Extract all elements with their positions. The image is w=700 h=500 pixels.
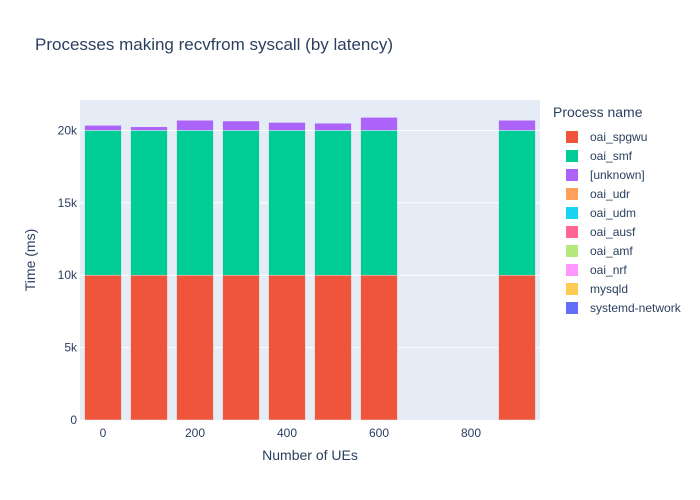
legend-item[interactable]: oai_nrf <box>553 260 681 279</box>
bars <box>84 117 536 421</box>
legend-swatch <box>566 149 578 162</box>
y-tick-label: 20k <box>58 123 78 137</box>
legend-label: oai_smf <box>590 148 633 163</box>
bar-segment[interactable] <box>222 274 260 421</box>
bar-segment[interactable] <box>360 130 398 276</box>
x-tick-label: 400 <box>277 426 297 440</box>
x-tick-label: 600 <box>369 426 389 440</box>
bar-segment[interactable] <box>84 274 122 421</box>
legend-label: oai_amf <box>590 243 633 258</box>
bar-segment[interactable] <box>84 125 122 131</box>
legend-swatch <box>566 225 578 238</box>
x-tick-label: 200 <box>185 426 205 440</box>
legend-item[interactable]: oai_amf <box>553 241 681 260</box>
chart-title: Processes making recvfrom syscall (by la… <box>35 35 394 54</box>
legend-swatch <box>566 168 578 181</box>
legend-label: [unknown] <box>590 167 645 182</box>
bar-segment[interactable] <box>498 130 536 276</box>
y-tick-label: 0 <box>70 413 77 427</box>
legend-label: oai_ausf <box>590 224 636 239</box>
legend-swatch <box>566 282 578 295</box>
bar-segment[interactable] <box>130 130 168 276</box>
y-tick-label: 5k <box>64 341 78 355</box>
legend-item[interactable]: systemd-network <box>553 298 681 317</box>
x-tick-label: 0 <box>100 426 107 440</box>
bar-segment[interactable] <box>84 130 122 276</box>
bar-segment[interactable] <box>176 130 214 276</box>
bar-segment[interactable] <box>222 130 260 276</box>
y-tick-label: 15k <box>58 196 78 210</box>
legend-swatch <box>566 244 578 257</box>
legend-item[interactable]: oai_smf <box>553 146 681 165</box>
legend-label: oai_spgwu <box>590 129 648 144</box>
bar-segment[interactable] <box>222 120 260 131</box>
legend-label: systemd-network <box>590 300 681 315</box>
legend: Process name oai_spgwu oai_smf [unknown] oa… <box>553 104 681 317</box>
legend-item[interactable]: oai_ausf <box>553 222 681 241</box>
legend-item[interactable]: oai_udr <box>553 184 681 203</box>
legend-swatch <box>566 206 578 219</box>
bar-segment[interactable] <box>176 274 214 421</box>
legend-item[interactable]: oai_spgwu <box>553 127 681 146</box>
legend-label: oai_udr <box>590 186 631 201</box>
bar-segment[interactable] <box>314 130 352 276</box>
legend-item[interactable]: oai_udm <box>553 203 681 222</box>
bar-segment[interactable] <box>176 120 214 131</box>
x-axis-ticks: 0 200 400 600 800 <box>100 426 482 440</box>
bar-segment[interactable] <box>498 120 536 131</box>
x-axis-label: Number of UEs <box>262 447 358 463</box>
y-axis-ticks: 0 5k 10k 15k 20k <box>58 123 78 427</box>
bar-segment[interactable] <box>130 126 168 131</box>
x-tick-label: 800 <box>461 426 481 440</box>
bar-segment[interactable] <box>314 274 352 421</box>
bar-segment[interactable] <box>360 274 398 421</box>
bar-segment[interactable] <box>130 274 168 421</box>
bar-segment[interactable] <box>360 117 398 131</box>
legend-label: oai_nrf <box>590 262 627 277</box>
bar-segment[interactable] <box>268 274 306 421</box>
y-tick-label: 10k <box>58 268 78 282</box>
legend-label: mysqld <box>590 281 629 296</box>
bar-segment[interactable] <box>268 130 306 276</box>
legend-swatch <box>566 130 578 143</box>
legend-item[interactable]: [unknown] <box>553 165 681 184</box>
bar-segment[interactable] <box>268 122 306 131</box>
legend-swatch <box>566 187 578 200</box>
legend-title: Process name <box>553 104 643 120</box>
bar-segment[interactable] <box>498 274 536 421</box>
legend-item[interactable]: mysqld <box>553 279 681 298</box>
legend-swatch <box>566 263 578 276</box>
legend-label: oai_udm <box>590 205 637 220</box>
legend-swatch <box>566 301 578 314</box>
y-axis-label: Time (ms) <box>22 229 38 291</box>
bar-segment[interactable] <box>314 122 352 131</box>
